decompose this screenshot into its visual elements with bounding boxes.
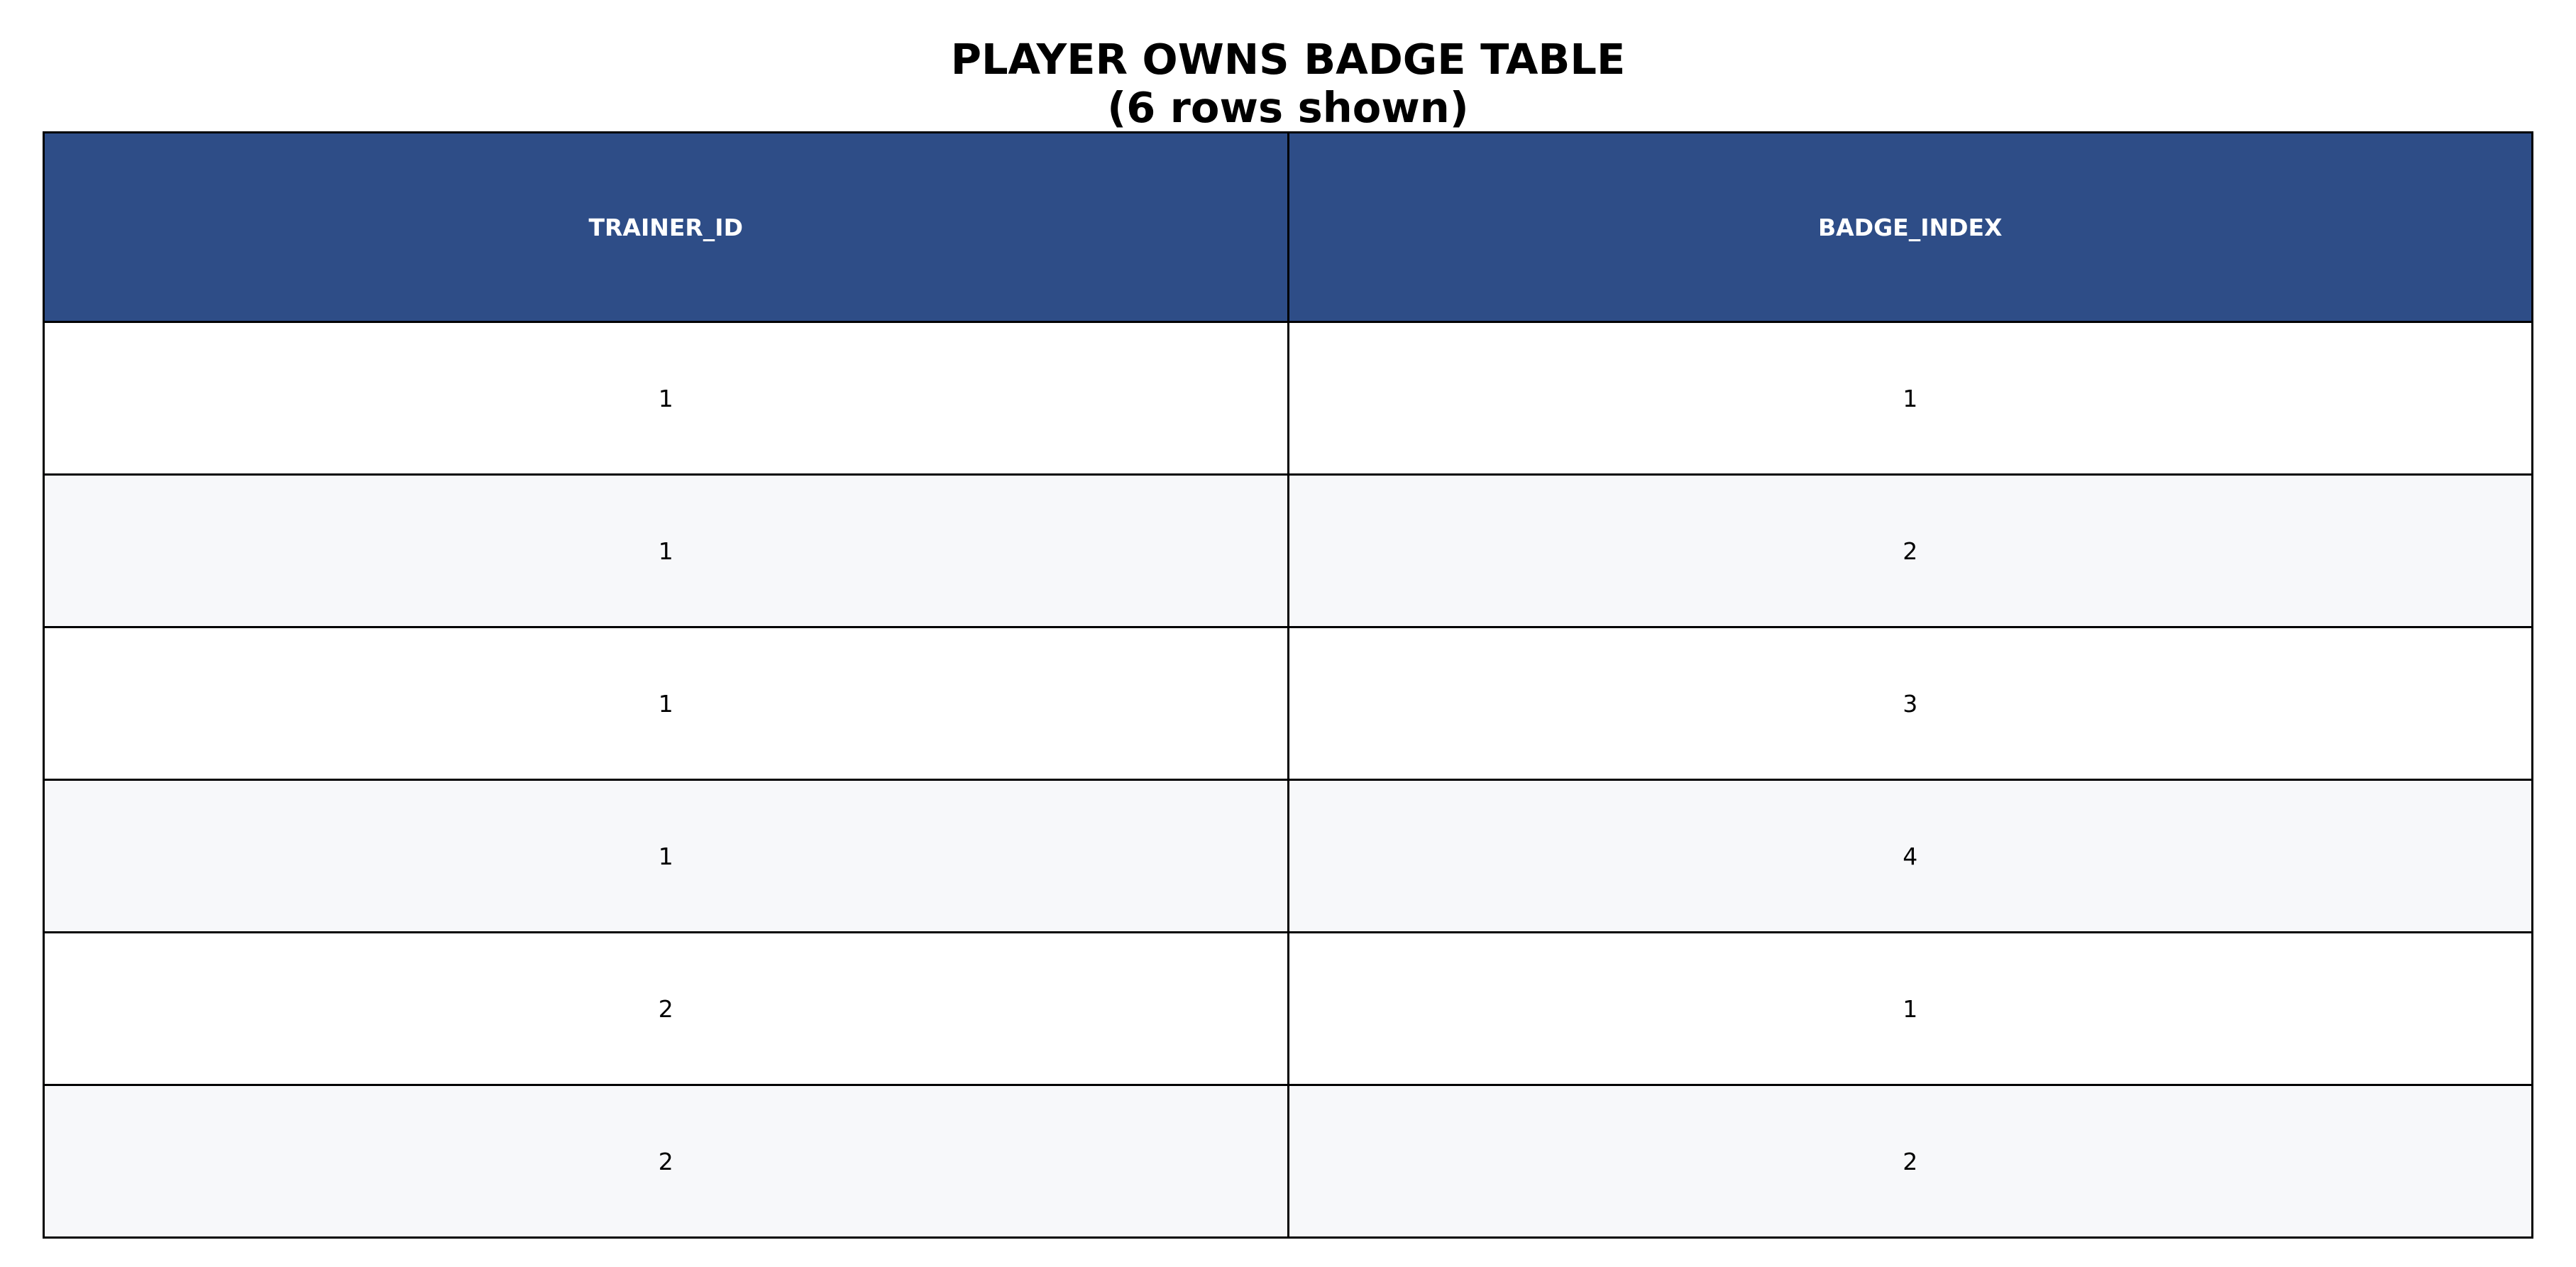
header-row: TRAINER_ID BADGE_INDEX [43,131,2533,323]
table-title: PLAYER OWNS BADGE TABLE (6 rows shown) [0,35,2576,132]
table-title-rowcount: (6 rows shown) [1107,83,1469,132]
table-cell-badge-index: 2 [1287,1084,2533,1239]
table-cell-trainer-id: 1 [43,626,1289,781]
column-header-badge-index: BADGE_INDEX [1287,131,2533,323]
table-cell-badge-index: 1 [1287,931,2533,1086]
table-cell-trainer-id: 2 [43,1084,1289,1239]
table-header: TRAINER_ID BADGE_INDEX [43,131,2533,323]
table-cell-badge-index: 2 [1287,473,2533,628]
table-cell-badge-index: 1 [1287,321,2533,476]
table-cell-trainer-id: 2 [43,931,1289,1086]
table-cell-trainer-id: 1 [43,473,1289,628]
table-cell-badge-index: 4 [1287,779,2533,933]
table-title-main: PLAYER OWNS BADGE TABLE [950,35,1626,84]
table-cell-trainer-id: 1 [43,779,1289,933]
column-header-trainer-id: TRAINER_ID [43,131,1289,323]
table-cell-badge-index: 3 [1287,626,2533,781]
table-cell-trainer-id: 1 [43,321,1289,476]
